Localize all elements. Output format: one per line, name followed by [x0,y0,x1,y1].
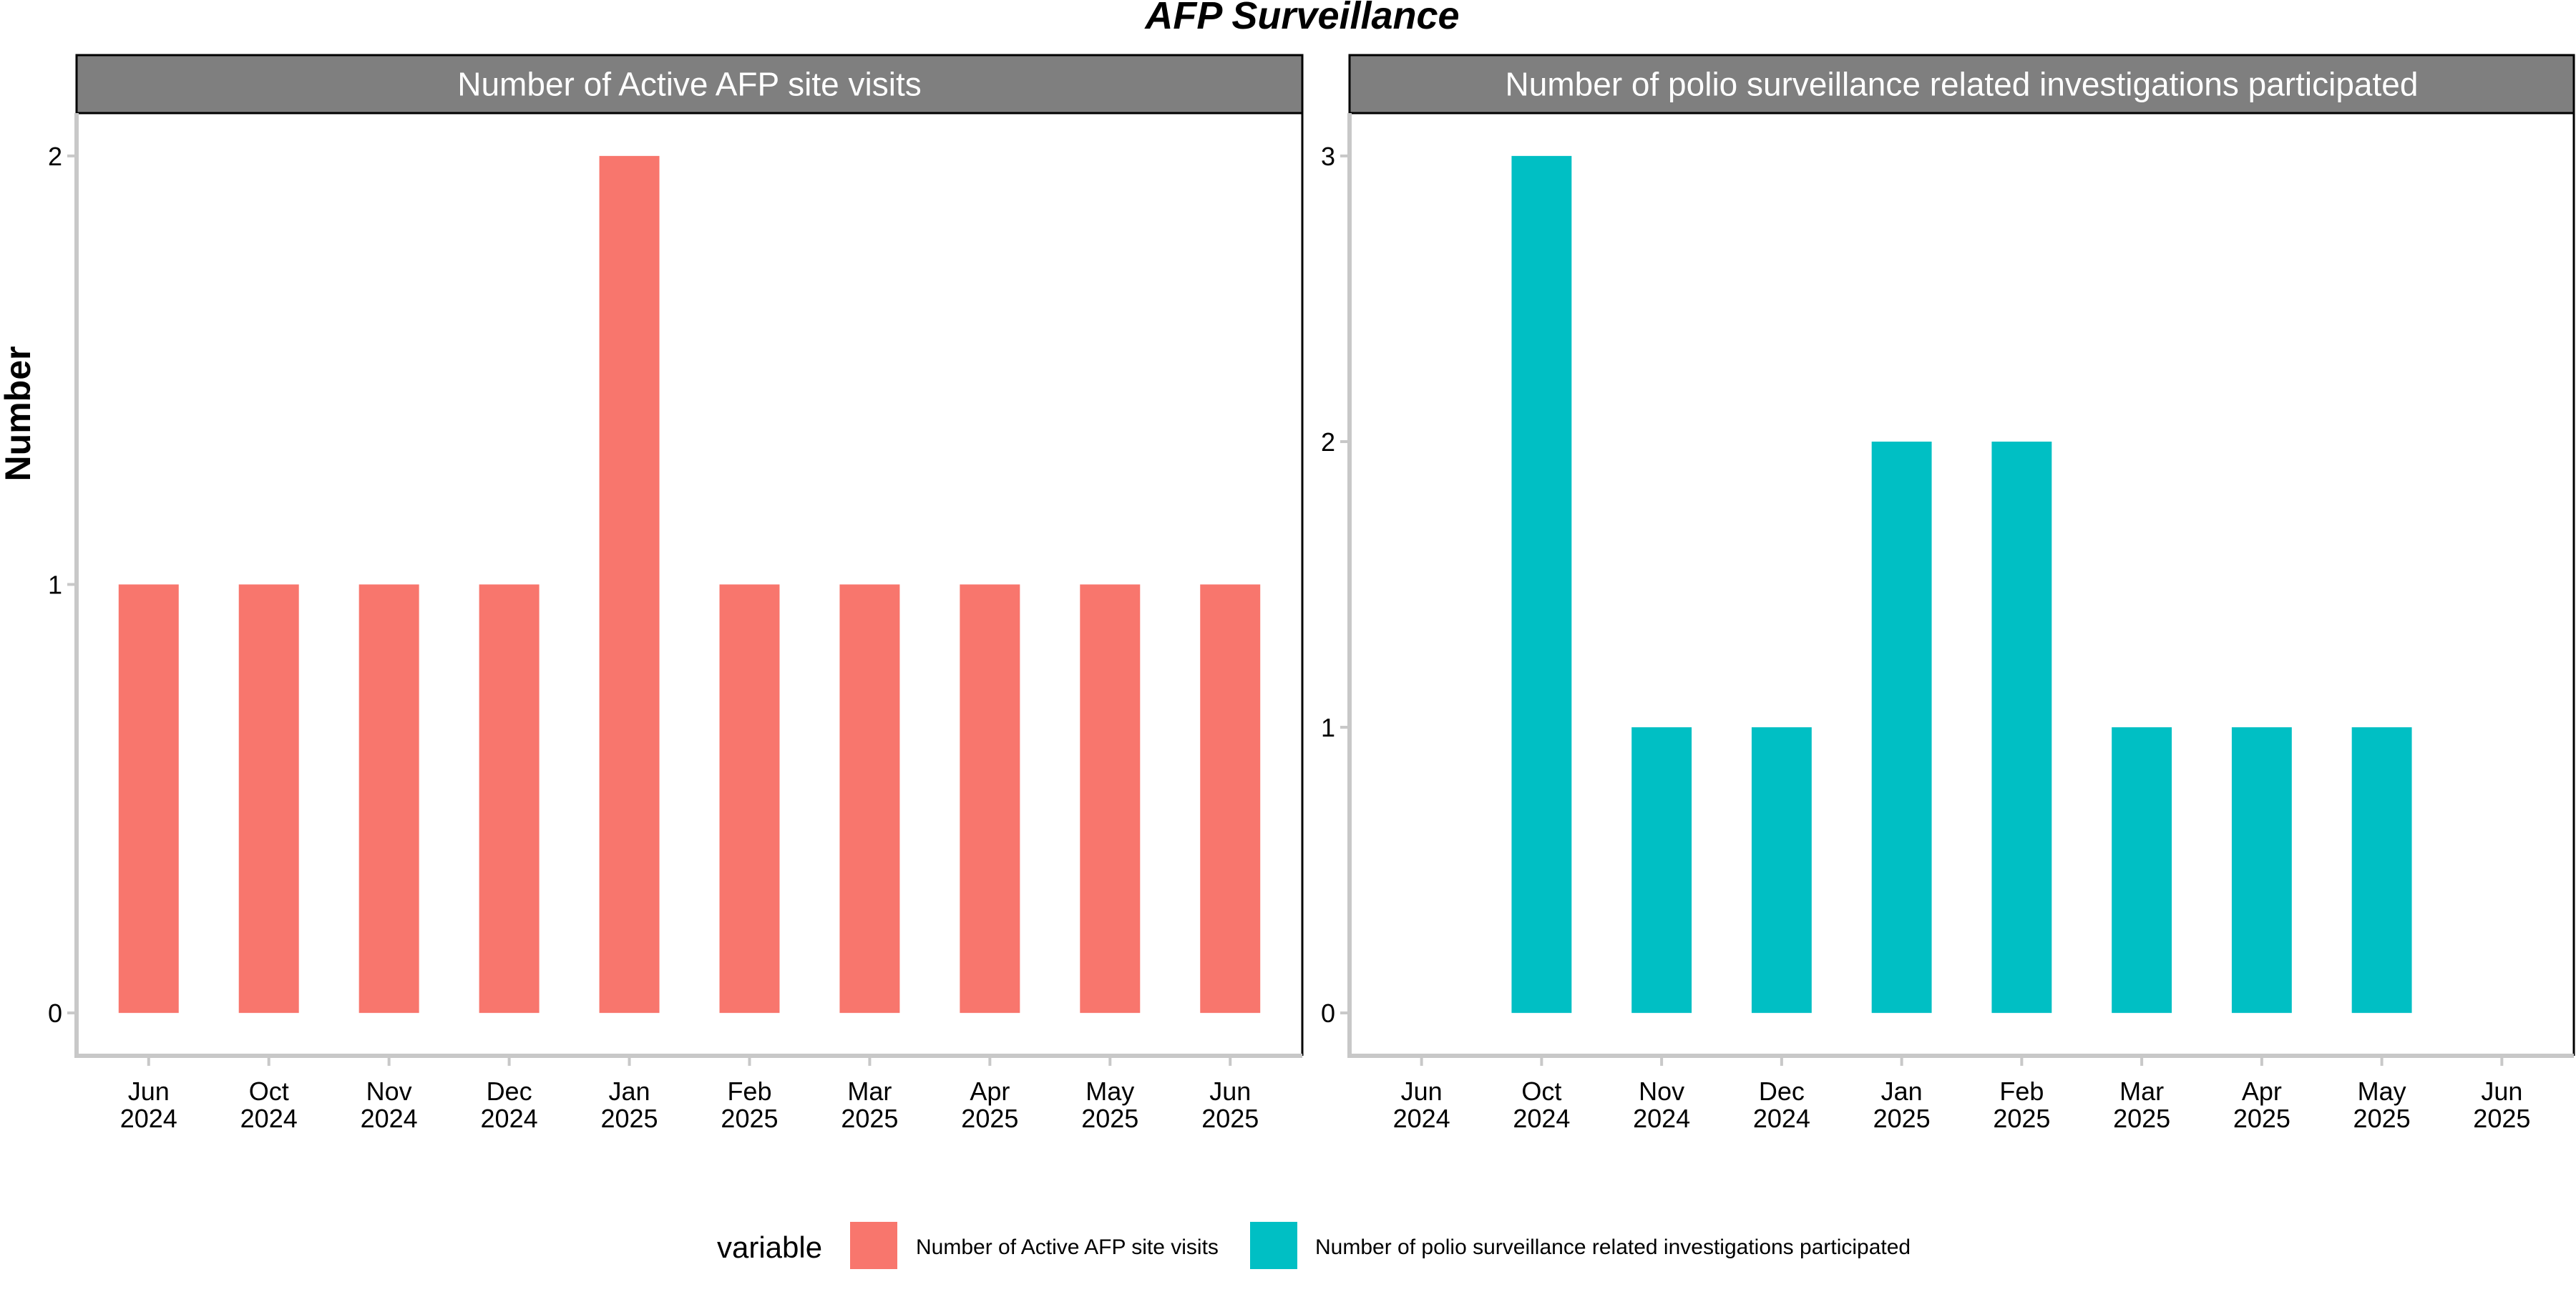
bar [358,584,419,1014]
x-tick-label: Oct 2024 [1513,1077,1570,1133]
x-tick-label: Jun 2025 [2473,1077,2530,1133]
bar [118,584,179,1014]
panels-layer: Number of Active AFP site visits 0 1 2 Jun 20… [48,54,2575,1133]
x-tick-label: Apr 2025 [2233,1077,2290,1133]
x-tick-label: Jun 2025 [1201,1077,1259,1133]
x-tick-label: Nov 2024 [1633,1077,1690,1133]
legend-label-1: Number of Active AFP site visits [916,1235,1219,1259]
y-tick-label: 0 [48,999,62,1028]
y-tick-label: 2 [48,142,62,171]
panel-2: Number of polio surveillance related inv… [1321,54,2575,1133]
panel-strip-title-2: Number of polio surveillance related inv… [1506,66,2419,103]
x-tick-label: Feb 2025 [1993,1077,2050,1133]
x-tick-label: Dec 2024 [481,1077,538,1133]
y-tick-label: 3 [1321,142,1335,171]
x-tick-label: May 2025 [2353,1077,2411,1133]
bar [1631,727,1692,1014]
legend-key-2 [1250,1222,1297,1269]
x-tick-label: May 2025 [1081,1077,1138,1133]
figure-title: AFP Surveillance [1143,0,1459,37]
x-tick-label: Jun 2024 [1393,1077,1450,1133]
y-tick-label: 1 [1321,713,1335,742]
y-tick-label: 0 [1321,999,1335,1028]
legend: variable Number of Active AFP site visit… [717,1222,1911,1269]
panel-1: Number of Active AFP site visits 0 1 2 Jun 20… [48,54,1304,1133]
x-tick-label: Nov 2024 [361,1077,418,1133]
x-tick-label: Jan 2025 [1873,1077,1931,1133]
bar [719,584,780,1014]
bar [1080,584,1141,1014]
bar [599,155,660,1014]
bar [2112,727,2172,1014]
x-tick-label: Feb 2025 [721,1077,778,1133]
x-tick-label: Jan 2025 [600,1077,658,1133]
panel-strip-1 [75,54,1304,115]
bar [1200,584,1261,1014]
x-tick-label: Mar 2025 [2113,1077,2170,1133]
y-tick-label: 2 [1321,427,1335,457]
bar [1751,727,1812,1014]
bar [1871,441,1932,1014]
bar [238,584,299,1014]
bar [1511,155,1572,1014]
x-tick-label: Apr 2025 [961,1077,1018,1133]
panel-strip-title-1: Number of Active AFP site visits [457,66,922,103]
x-tick-label: Mar 2025 [841,1077,898,1133]
legend-key-1 [850,1222,897,1269]
bar [479,584,540,1014]
legend-label-2: Number of polio surveillance related inv… [1315,1235,1911,1259]
panel-border-2 [1350,112,2575,1056]
x-tick-label: Dec 2024 [1753,1077,1810,1133]
y-axis-label: Number [0,346,38,482]
panel-border-1 [77,112,1304,1056]
bar [1991,441,2052,1014]
x-tick-label: Jun 2024 [120,1077,177,1133]
bar [2351,727,2412,1014]
legend-title: variable [717,1230,822,1264]
y-tick-label: 1 [48,570,62,600]
bar [839,584,900,1014]
bar [960,584,1020,1014]
bar [2231,727,2292,1014]
x-tick-label: Oct 2024 [240,1077,298,1133]
